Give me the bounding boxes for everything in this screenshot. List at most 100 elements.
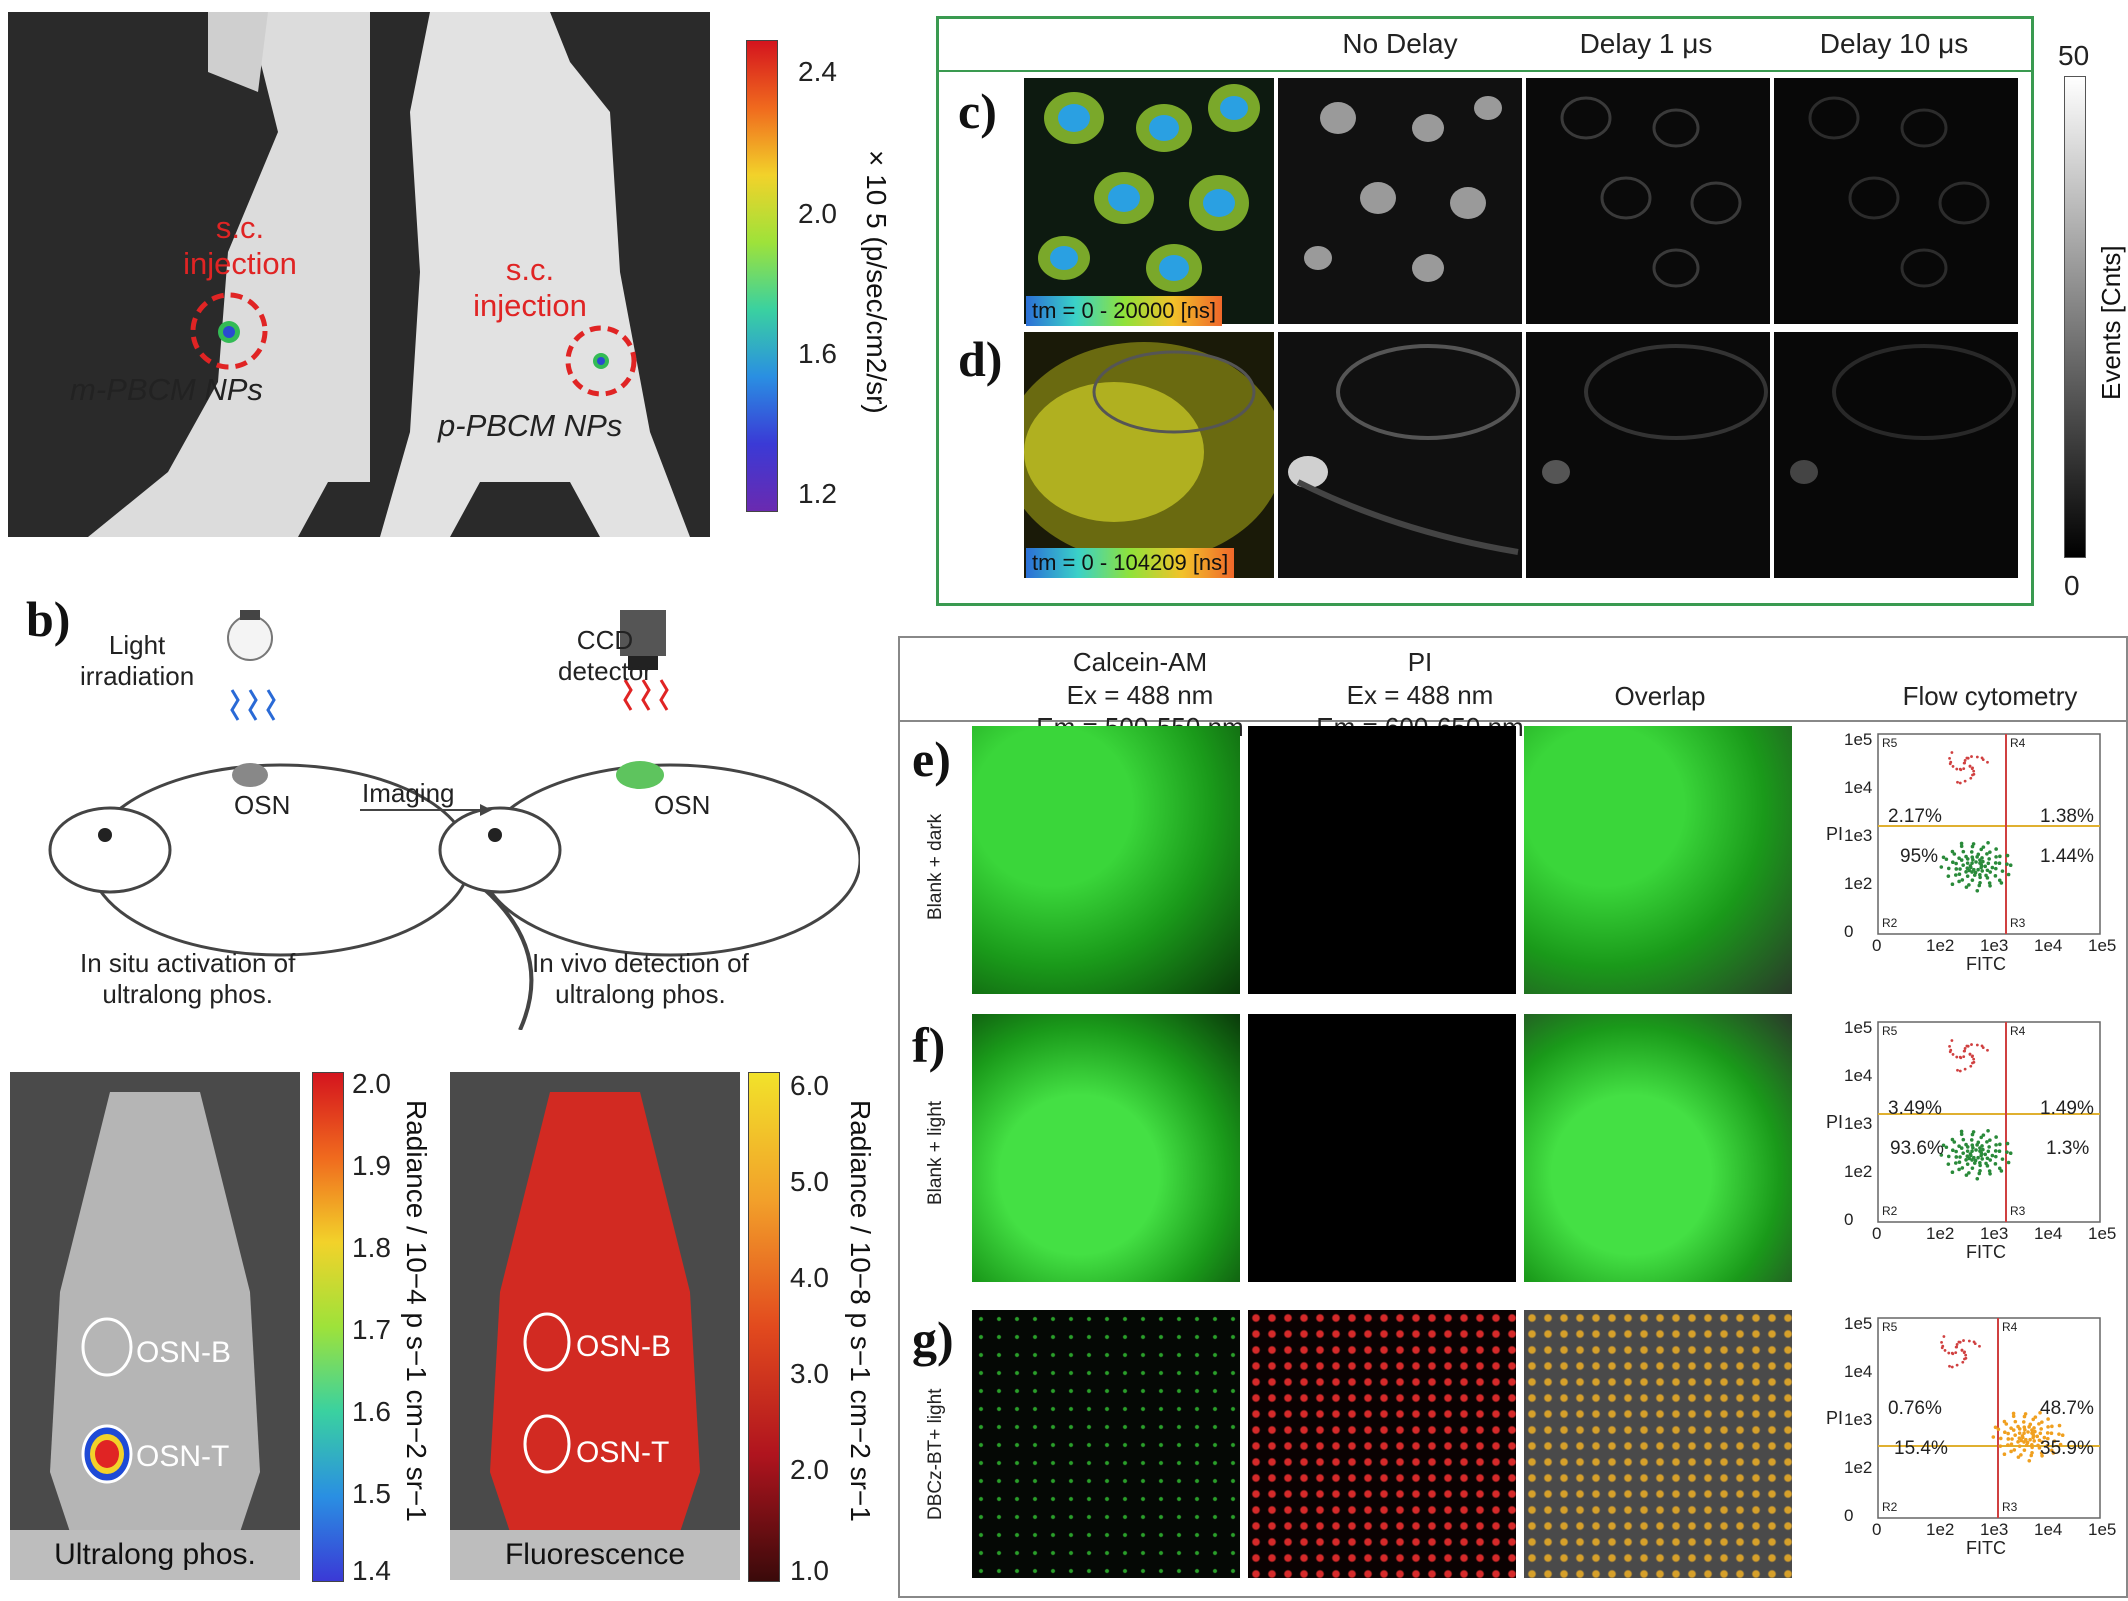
flow-e-point [1987,857,1991,861]
ccd-detector-label: CCD detector [558,625,652,687]
flow-f-point-ul [1975,1043,1979,1047]
flow-g-point [2050,1424,2054,1429]
flow-e-point [1959,858,1964,862]
flow-g-point [2022,1425,2027,1429]
flow-g-point [2046,1425,2050,1429]
flow-g-point [2021,1420,2026,1424]
flow-f-pct-ll: 93.6% [1890,1138,1944,1159]
row-condition-g: DBCz-BT+ light [925,1388,946,1520]
c-tm-label: tm = 0 - 20000 [ns] [1026,296,1223,326]
colorbar-fluor [748,1072,780,1582]
flow-f-point [1988,1158,1993,1162]
colorbar-phos-tick-0: 2.0 [352,1068,391,1099]
flow-g-point [2013,1419,2018,1424]
flow-g-point [2017,1431,2022,1435]
flow-g-point [2042,1435,2047,1440]
flow-e-xtick-4: 1e5 [2088,936,2117,955]
flow-f-point [1970,1143,1975,1147]
flow-g-ylabel: PI [1826,1408,1844,1428]
flow-e-region-R4: R4 [2010,736,2026,750]
flow-f-point [1990,1153,1995,1158]
flow-f-point [1986,1149,1991,1154]
colorbar-phos-tick-3: 1.7 [352,1314,391,1345]
flow-g-point [2030,1450,2034,1455]
flow-f-point [1957,1144,1961,1148]
g-pi-image [1248,1310,1516,1578]
flow-f-point [1985,1164,1990,1168]
flow-e-point [1953,873,1958,877]
osn-right-label: OSN [654,790,711,820]
flow-e-point-ul [1981,758,1985,762]
flow-f-point [1987,1169,1992,1173]
colorbar-phos-tick-5: 1.5 [352,1478,391,1509]
panel-label-e: e) [912,731,951,787]
flow-e-point [1959,841,1964,846]
light-irradiation-label: Light irradiation [80,630,195,692]
flow-g-point [2017,1436,2022,1441]
colorbar-events-unit: Events [Cnts] [2096,245,2126,400]
flow-f-ytick-0: 1e5 [1844,1018,1873,1037]
flow-f-point [1993,1149,1998,1153]
flow-f-point [1986,1128,1990,1133]
flow-e-point-ul [1948,756,1951,760]
flow-g-point [2049,1431,2054,1435]
flow-f-point [1959,1129,1964,1134]
flow-f-point [1959,1132,1964,1137]
flow-f-point [1939,1153,1944,1157]
flow-g-point [2039,1427,2043,1431]
colorbar-a-unit: × 10 5 (p/sec/cm2/sr) [861,150,892,414]
flow-e-point [1978,872,1982,877]
flow-f-point [1988,1171,1992,1176]
flow-g-point [1993,1425,1998,1430]
flow-e-point [1946,874,1951,878]
flow-e-point [1993,861,1998,865]
flow-e-point [1972,873,1977,877]
flow-f-point [1981,1147,1985,1152]
flow-f-point [1950,1170,1955,1175]
flow-f-point [1974,1148,1978,1152]
d-tm-label: tm = 0 - 104209 [ns] [1026,548,1235,578]
flow-f-region-R3: R3 [2010,1204,2026,1218]
flow-f-point-ul [1966,1044,1970,1048]
flow-e-point [1961,849,1966,854]
flow-g-xtick-1: 1e2 [1926,1520,1955,1539]
flow-g-point [2060,1433,2065,1438]
flow-g-point [2028,1437,2032,1442]
c-delay10-image [1774,78,2018,324]
panel-label-b: b) [26,591,71,647]
flow-g-point [2005,1443,2010,1447]
flow-e-point [1957,872,1962,877]
flow-e-point [1983,864,1988,869]
flow-e-point-ul [1963,779,1967,783]
caption-p-pbcm: p-PBCM NPs [438,408,623,443]
flow-f-point [1970,1132,1975,1137]
flow-e-point [1968,864,1973,868]
flow-cytometry-plots [1877,733,2101,1519]
flow-f-point [2000,1157,2005,1161]
flow-g-point [2023,1412,2028,1416]
flow-f-point [1954,1149,1958,1154]
flow-e-point [1978,875,1982,880]
flow-f-region-R4: R4 [2010,1024,2026,1038]
d-color-image [1024,332,1274,578]
colorbar-events-max: 50 [2058,40,2090,71]
flow-f-point-ul [1972,1057,1976,1061]
flow-e-point [1986,840,1990,845]
flow-g-point [2030,1445,2034,1450]
flow-f-point [1987,1145,1991,1149]
flow-e-point-ul [1963,761,1967,765]
flow-e-point [1952,852,1957,856]
flow-g-point [2020,1434,2025,1438]
flow-g-point-ul [1967,1339,1971,1343]
flow-e-point [1970,878,1975,882]
colorbar-phos-tick-1: 1.9 [352,1150,391,1181]
flow-g-point [2046,1436,2050,1441]
flow-e-point [1967,883,1971,887]
flow-e-point [1957,879,1961,884]
flow-g-point [2038,1410,2042,1415]
flow-e-point-ul [1950,751,1954,754]
flow-g-point-ul [1954,1351,1958,1355]
flow-e-point [1998,854,2002,859]
flow-f-point [1964,1173,1969,1177]
flow-f-point [1983,1152,1988,1157]
